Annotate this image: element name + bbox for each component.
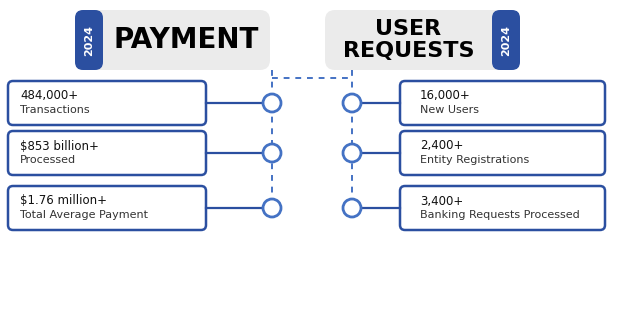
Circle shape (343, 94, 361, 112)
Text: 3,400+: 3,400+ (420, 194, 464, 208)
Text: New Users: New Users (420, 105, 479, 115)
FancyBboxPatch shape (75, 10, 270, 70)
Text: Entity Registrations: Entity Registrations (420, 155, 530, 165)
Circle shape (343, 144, 361, 162)
FancyBboxPatch shape (492, 10, 520, 70)
FancyBboxPatch shape (400, 186, 605, 230)
Text: 2,400+: 2,400+ (420, 140, 464, 152)
Circle shape (263, 144, 281, 162)
Text: 16,000+: 16,000+ (420, 90, 471, 102)
Text: Transactions: Transactions (20, 105, 90, 115)
Text: USER
REQUESTS: USER REQUESTS (343, 19, 474, 61)
FancyBboxPatch shape (400, 81, 605, 125)
FancyBboxPatch shape (75, 10, 103, 70)
Circle shape (343, 199, 361, 217)
Circle shape (263, 94, 281, 112)
Text: 2024: 2024 (501, 24, 511, 55)
Text: $1.76 million+: $1.76 million+ (20, 194, 107, 208)
Circle shape (263, 199, 281, 217)
Text: 484,000+: 484,000+ (20, 90, 78, 102)
Text: PAYMENT: PAYMENT (114, 26, 259, 54)
FancyBboxPatch shape (8, 186, 206, 230)
FancyBboxPatch shape (325, 10, 520, 70)
FancyBboxPatch shape (400, 131, 605, 175)
Text: Banking Requests Processed: Banking Requests Processed (420, 210, 580, 220)
FancyBboxPatch shape (8, 81, 206, 125)
Text: Total Average Payment: Total Average Payment (20, 210, 148, 220)
Text: 2024: 2024 (84, 24, 94, 55)
Text: $853 billion+: $853 billion+ (20, 140, 99, 152)
Text: Processed: Processed (20, 155, 76, 165)
FancyBboxPatch shape (8, 131, 206, 175)
